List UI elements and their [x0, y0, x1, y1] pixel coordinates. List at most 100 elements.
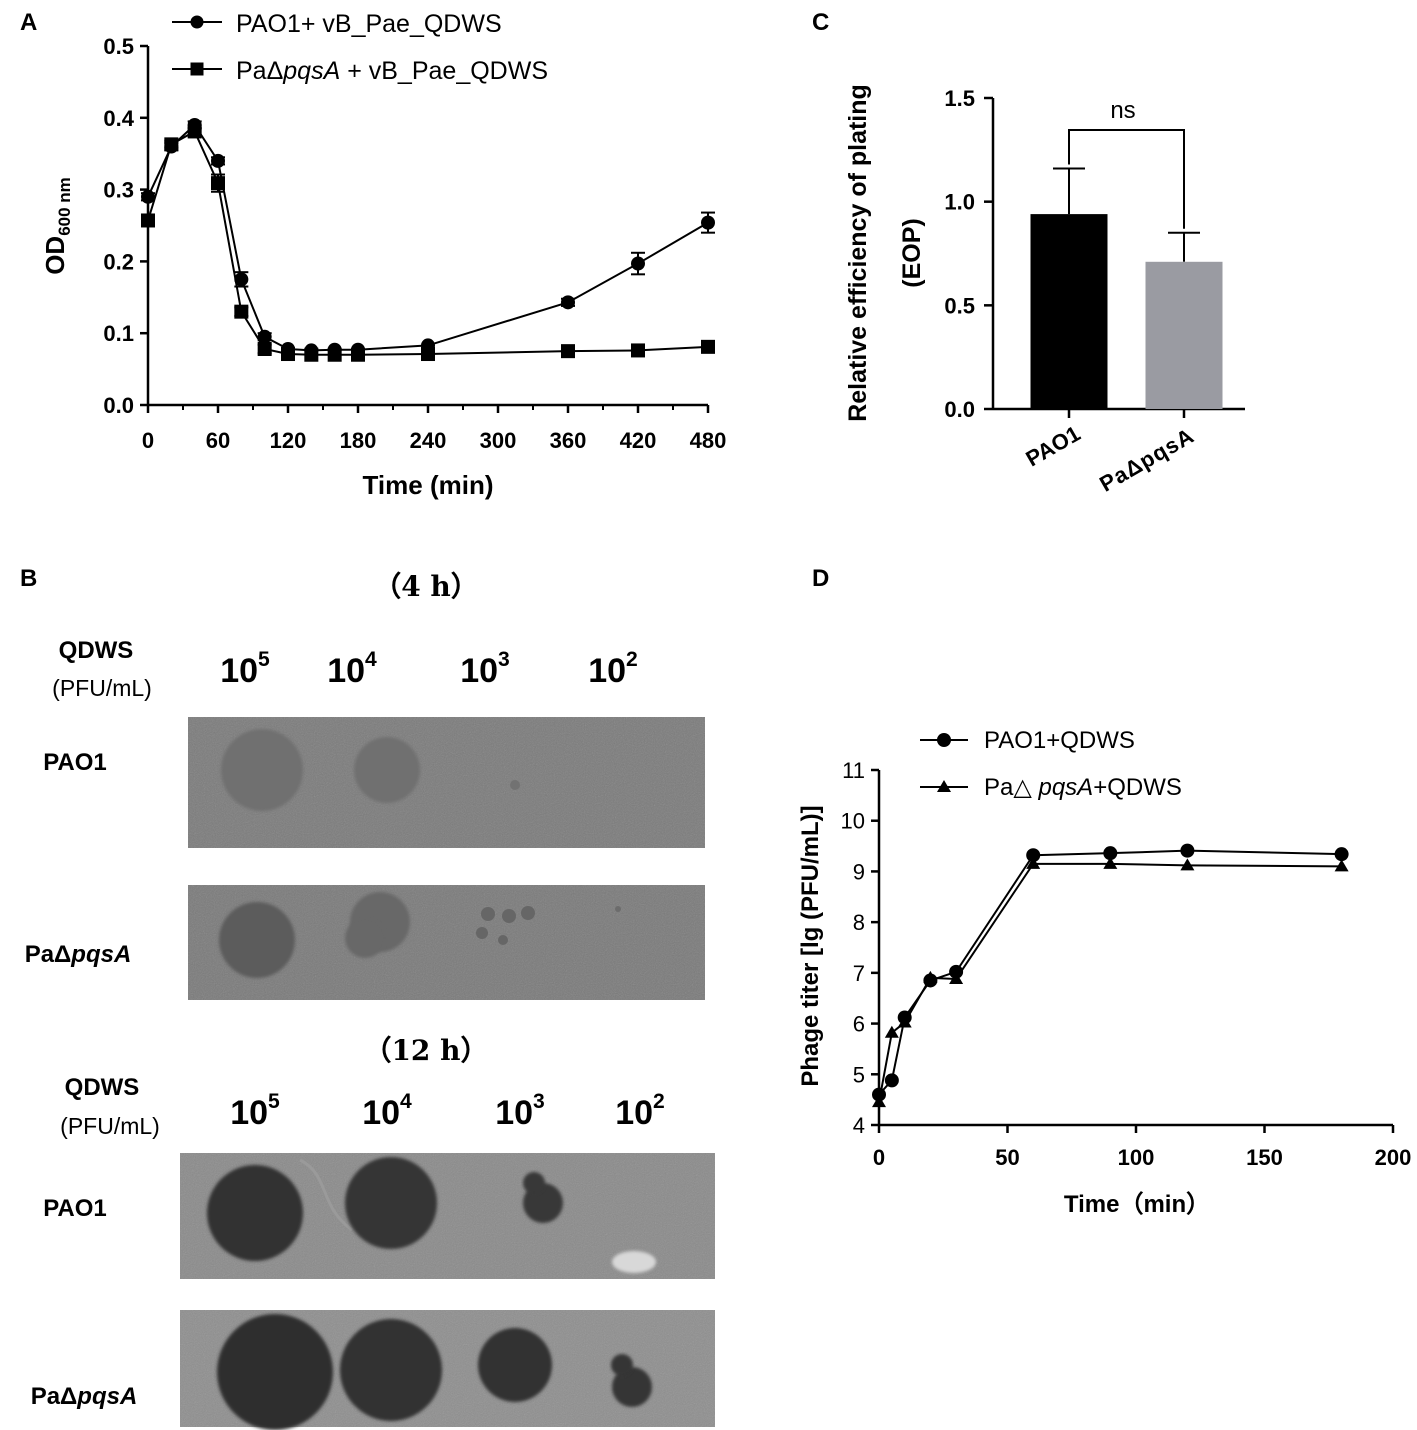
panel-a-x-tick-label: 0	[142, 428, 154, 453]
block-4h-row-header-unit: (PFU/mL)	[52, 675, 152, 701]
panel-d-y-tick-label: 10	[841, 809, 865, 834]
panel-c-y-axis-label-line1: Relative efficiency of plating	[844, 84, 872, 422]
panel-c-category-label-2: PaΔpqsA	[1095, 423, 1198, 497]
panel-d-point-triangle	[1334, 859, 1349, 872]
panel-a-x-tick-label: 420	[620, 428, 657, 453]
panel-d-point-circle	[872, 1087, 886, 1102]
panel-d-point-triangle	[1180, 858, 1195, 871]
panel-c-significance-bracket	[1068, 129, 1185, 229]
panel-a-y-axis-label-main: OD	[40, 236, 70, 275]
block-12h-title: （12 h）	[363, 1034, 488, 1067]
panel-c-chart: 0.0 0.5 1.0 1.5 PAO1 PaΔpqsA Relative efficie…	[844, 84, 1245, 497]
panel-d-point-triangle	[884, 1025, 899, 1038]
panel-c-significance-label: ns	[1110, 97, 1135, 124]
plate-12h-pao1	[180, 1153, 715, 1279]
panel-d-point-circle	[1180, 843, 1195, 858]
block-4h-title: （4 h）	[373, 570, 479, 603]
panel-label-d: D	[812, 565, 829, 592]
panel-a-point-square	[164, 137, 179, 152]
panel-d-point-triangle	[923, 970, 938, 983]
panel-c-y-tick-label: 0.5	[944, 293, 975, 318]
panel-d-y-tick-label: 5	[853, 1062, 865, 1087]
panel-d-y-tick-label: 4	[853, 1113, 865, 1138]
dilution-label-2: 104	[362, 1090, 412, 1132]
panel-d-y-tick-label: 9	[853, 859, 865, 884]
panel-a-y-tick-label: 0.1	[103, 321, 134, 346]
panel-c-y-axis-label-line2: (EOP)	[898, 218, 926, 287]
block-12h-row-header: QDWS	[65, 1074, 140, 1101]
panel-a-point-square	[421, 347, 435, 362]
panel-a-series	[141, 117, 715, 362]
panel-a-x-tick-label: 180	[340, 428, 377, 453]
panel-a-point-square	[281, 347, 295, 362]
panel-a-y-axis-label-sub: 600 nm	[55, 177, 74, 236]
panel-a-x-tick-label: 300	[480, 428, 517, 453]
panel-d-series-line-1	[878, 849, 1342, 1096]
panel-d-point-triangle	[872, 1095, 886, 1108]
panel-d-point-circle	[1334, 847, 1349, 862]
panel-a-axes: 0.0 0.1 0.2 0.3 0.4 0.5 0 60 120 180 240 300 360 420 4…	[103, 34, 726, 453]
block-12h-dilution-labels: 105 104 103 102	[230, 1090, 665, 1132]
dilution-label-1: 105	[220, 648, 270, 690]
panel-d-legend-entry-1: PAO1+QDWS	[984, 727, 1135, 754]
block-12h-strain-mutant: PaΔpqsA	[31, 1383, 138, 1410]
panel-a-point-square	[701, 339, 715, 354]
panel-a-point-square	[304, 347, 319, 362]
panel-a-x-tick-label: 480	[690, 428, 727, 453]
panel-a-legend-entry-2: PaΔpqsA + vB_Pae_QDWS	[236, 57, 548, 85]
panel-d-x-tick-label: 50	[995, 1145, 1019, 1170]
panel-c-bars	[1030, 129, 1223, 409]
panel-a-x-tick-label: 120	[270, 428, 307, 453]
panel-a-point-square	[187, 124, 202, 139]
panel-d-point-circle	[1103, 846, 1118, 861]
panel-a-point-square	[631, 343, 645, 358]
panel-a-point-circle	[701, 215, 715, 230]
panel-b-plaque-assay: （4 h） QDWS (PFU/mL) 105 104 103 102 PAO1 Pa…	[25, 570, 715, 1430]
panel-d-legend-entry-2: Pa△ pqsA+QDWS	[984, 774, 1182, 801]
panel-a-y-tick-label: 0.2	[103, 249, 134, 274]
panel-d-series	[872, 843, 1349, 1108]
panel-c-y-tick-label: 1.5	[944, 86, 975, 111]
panel-d-series-line-2	[878, 862, 1342, 1103]
panel-d-y-tick-label: 8	[853, 910, 865, 935]
panel-a-x-tick-label: 240	[410, 428, 447, 453]
panel-d-x-tick-label: 0	[873, 1145, 885, 1170]
panel-a-x-tick-label: 60	[206, 428, 230, 453]
panel-d-y-axis-label: Phage titer [lg (PFU/mL)]	[797, 805, 824, 1086]
panel-d-chart: 4 5 6 7 8 9 10 11 0 50 100 150 200 Time（min） Phage t…	[797, 727, 1411, 1218]
panel-a-legend-marker-circle	[190, 15, 204, 29]
panel-d-x-tick-label: 150	[1246, 1145, 1283, 1170]
dilution-label-1: 105	[230, 1090, 280, 1132]
panel-a-point-circle	[257, 329, 272, 344]
panel-label-c: C	[812, 9, 829, 36]
panel-c-category-label-1: PAO1	[1022, 421, 1085, 472]
panel-a-series-line-2	[147, 130, 709, 356]
panel-c-bar-2	[1145, 261, 1223, 409]
panel-d-legend-marker-circle	[937, 733, 951, 747]
panel-c-y-tick-label: 0.0	[944, 397, 975, 422]
panel-d-legend-marker-triangle	[937, 780, 951, 792]
panel-a-point-square	[327, 347, 342, 362]
panel-a-legend: PAO1+ vB_Pae_QDWS PaΔpqsA + vB_Pae_QDWS	[172, 10, 548, 85]
panel-d-point-triangle	[949, 971, 964, 984]
plate-12h-mutant	[180, 1310, 715, 1430]
block-4h-dilution-labels: 105 104 103 102	[220, 648, 638, 690]
panel-d-point-triangle	[1103, 856, 1118, 869]
panel-a-point-square	[257, 341, 272, 356]
panel-d-point-circle	[884, 1073, 899, 1088]
dilution-label-3: 103	[460, 648, 510, 690]
panel-d-point-triangle	[1026, 856, 1041, 869]
panel-c-y-tick-label: 1.0	[944, 190, 975, 215]
panel-a-legend-entry-1: PAO1+ vB_Pae_QDWS	[236, 10, 502, 38]
panel-a-y-axis-label: OD600 nm	[40, 177, 74, 275]
dilution-label-2: 104	[327, 648, 377, 690]
panel-label-b: B	[20, 565, 37, 592]
panel-a-chart: 0.0 0.1 0.2 0.3 0.4 0.5 0 60 120 180 240 300 360 420 4…	[40, 10, 726, 500]
panel-d-x-tick-label: 200	[1375, 1145, 1412, 1170]
panel-d-y-tick-label: 7	[853, 961, 865, 986]
panel-a-point-square	[211, 176, 225, 191]
panel-a-legend-marker-square	[190, 62, 204, 76]
panel-a-x-tick-label: 360	[550, 428, 587, 453]
panel-a-x-axis-label: Time (min)	[363, 470, 494, 500]
plate-4h-mutant	[188, 885, 705, 1000]
